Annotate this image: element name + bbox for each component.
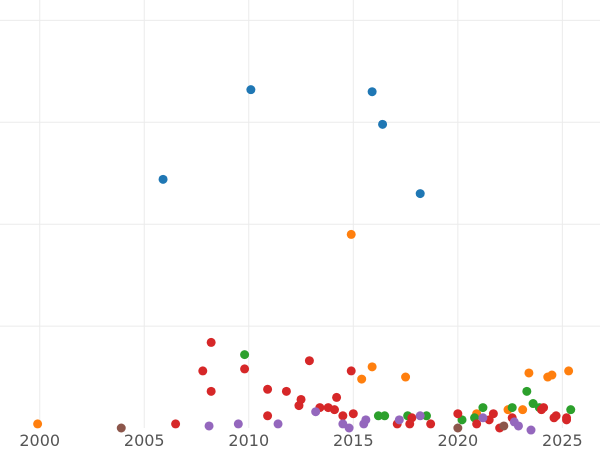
data-point — [373, 411, 383, 421]
data-point — [33, 419, 43, 429]
data-point — [415, 189, 425, 199]
data-point — [338, 411, 348, 421]
data-point — [198, 366, 208, 376]
x-tick-label: 2025 — [542, 431, 583, 450]
data-point — [507, 403, 517, 413]
data-point — [332, 392, 342, 402]
data-point — [246, 85, 256, 95]
data-point — [304, 356, 314, 366]
x-axis-ticks: 2000 2005 2010 2015 2020 2025 — [19, 431, 582, 450]
data-point — [488, 409, 498, 419]
data-point — [524, 368, 534, 378]
data-point — [526, 425, 536, 435]
data-point — [415, 411, 425, 421]
data-point — [378, 119, 388, 129]
data-point — [206, 386, 216, 396]
data-point — [518, 405, 528, 415]
data-point — [158, 174, 168, 184]
data-point — [296, 394, 306, 404]
data-point — [361, 415, 371, 425]
data-point — [357, 374, 367, 384]
data-point — [453, 423, 463, 433]
data-point — [344, 423, 354, 433]
data-point — [562, 413, 572, 423]
data-point — [206, 337, 216, 347]
grid — [0, 0, 600, 428]
data-point — [426, 419, 436, 429]
data-point — [499, 421, 509, 431]
data-point — [421, 411, 431, 421]
data-points — [33, 85, 576, 435]
data-point — [453, 409, 463, 419]
data-point — [348, 409, 358, 419]
x-tick-label: 2020 — [437, 431, 478, 450]
data-point — [478, 403, 488, 413]
data-point — [263, 384, 273, 394]
data-point — [367, 362, 377, 372]
data-point — [394, 415, 404, 425]
data-point — [171, 419, 181, 429]
data-point — [281, 386, 291, 396]
data-point — [240, 364, 250, 374]
data-point — [380, 411, 390, 421]
data-point — [329, 405, 339, 415]
data-point — [547, 370, 557, 380]
data-point — [346, 366, 356, 376]
data-point — [263, 411, 273, 421]
data-point — [311, 407, 321, 417]
data-point — [407, 413, 417, 423]
data-point — [539, 403, 549, 413]
data-point — [401, 372, 411, 382]
data-point — [346, 229, 356, 239]
data-point — [551, 411, 561, 421]
data-point — [240, 350, 250, 360]
data-point — [273, 419, 283, 429]
data-point — [564, 366, 574, 376]
x-tick-label: 2000 — [19, 431, 60, 450]
data-point — [116, 423, 126, 433]
data-point — [522, 386, 532, 396]
x-tick-label: 2015 — [333, 431, 374, 450]
x-tick-label: 2010 — [228, 431, 269, 450]
x-tick-label: 2005 — [124, 431, 165, 450]
data-point — [233, 419, 243, 429]
data-point — [513, 421, 523, 431]
data-point — [204, 421, 214, 431]
data-point — [478, 413, 488, 423]
data-point — [472, 419, 482, 429]
data-point — [566, 405, 576, 415]
data-point — [367, 87, 377, 97]
